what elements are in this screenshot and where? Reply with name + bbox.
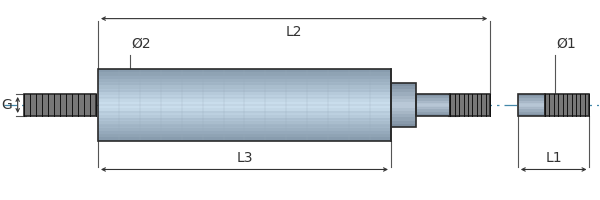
Bar [98,102,391,105]
Bar [518,105,545,107]
Bar [518,109,545,112]
Bar [416,107,451,109]
Bar [391,92,416,96]
Bar [416,105,451,107]
Bar [416,112,451,114]
Bar [391,99,416,102]
Bar [391,86,416,89]
Bar [98,76,391,79]
Bar [98,134,391,137]
Bar [518,103,545,105]
Bar [98,95,391,98]
Bar [416,109,451,112]
Bar [98,105,391,108]
Bar [98,111,391,115]
Bar [98,131,391,134]
Text: Ø1: Ø1 [557,36,577,50]
Bar [391,89,416,92]
Bar [391,105,416,108]
Bar [416,101,451,103]
Bar [545,94,589,116]
Bar [98,69,391,72]
Bar [391,114,416,117]
Bar [451,94,490,116]
Bar [416,103,451,105]
Bar [23,94,96,116]
Bar [391,121,416,124]
Bar [391,108,416,111]
Bar [416,114,451,116]
Bar [98,89,391,92]
Bar [98,118,391,121]
Bar [98,98,391,102]
Bar [98,72,391,76]
Bar [518,114,545,116]
Text: L2: L2 [286,25,302,39]
Bar [391,83,416,86]
Bar [98,85,391,89]
Bar [391,102,416,105]
Bar [98,79,391,82]
Bar [98,82,391,85]
Text: Ø2: Ø2 [132,36,151,50]
Text: L3: L3 [236,151,253,165]
Text: L1: L1 [545,151,562,165]
Bar [98,124,391,128]
Text: G: G [463,98,473,112]
Bar [98,128,391,131]
Bar [518,112,545,114]
Bar [416,96,451,98]
Bar [518,94,545,116]
Bar [98,108,391,111]
Bar [98,121,391,124]
Bar [391,111,416,114]
Bar [416,98,451,101]
Bar [518,96,545,98]
Bar [518,94,545,96]
Bar [416,94,451,116]
Bar [391,83,416,127]
Bar [416,94,451,96]
Bar [518,101,545,103]
Bar [518,98,545,101]
Bar [518,107,545,109]
Bar [98,92,391,95]
Bar [391,124,416,127]
Bar [98,115,391,118]
Bar [391,117,416,121]
Bar [391,96,416,99]
Bar [98,137,391,141]
Text: G: G [1,98,12,112]
